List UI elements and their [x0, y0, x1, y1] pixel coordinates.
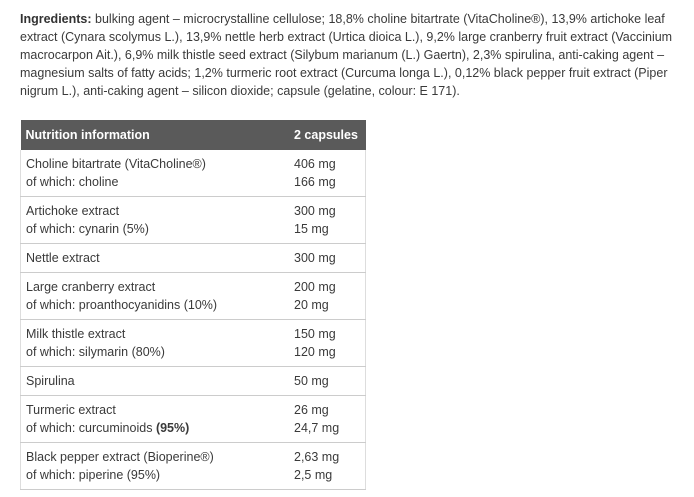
amount-line: 200 mg — [294, 280, 336, 294]
amount-line: 24,7 mg — [294, 421, 340, 435]
name-cell: Large cranberry extract of which: proanth… — [20, 272, 289, 320]
amount-cell: 406 mg 166 mg — [289, 150, 366, 197]
amount-line: 2,5 mg — [294, 468, 333, 482]
amount-line: 300 mg — [294, 204, 336, 218]
amount-line: 120 mg — [294, 345, 336, 359]
amount-line: 166 mg — [294, 175, 336, 189]
amount-cell: 300 mg 15 mg — [289, 196, 366, 244]
table-row: Spirulina 50 mg — [20, 366, 366, 396]
line-text: of which: curcuminoids — [26, 421, 153, 435]
amount-line: 300 mg — [294, 251, 336, 265]
name-line: Black pepper extract (Bioperine®) — [26, 450, 214, 464]
amount-line: 20 mg — [294, 298, 329, 312]
amount-line: 406 mg — [294, 157, 336, 171]
name-line: Turmeric extract — [26, 403, 116, 417]
name-cell: Spirulina — [20, 366, 289, 396]
name-cell: Choline bitartrate (VitaCholine®) of whic… — [20, 150, 289, 197]
name-line: of which: proanthocyanidins (10%) — [26, 298, 218, 312]
name-line: of which: choline — [26, 175, 119, 189]
line-bold: (95%) — [155, 421, 190, 435]
name-cell: Milk thistle extract of which: silymarin … — [20, 319, 289, 367]
header-cell: Nutrition information — [20, 120, 289, 150]
amount-line: 15 mg — [294, 222, 329, 236]
amount-cell: 2,63 mg 2,5 mg — [289, 442, 366, 490]
name-cell: Turmeric extract of which: curcuminoids (… — [20, 395, 289, 443]
name-cell: Black pepper extract (Bioperine®) of whic… — [20, 442, 289, 490]
ingredients-label: Ingredients: — [20, 12, 92, 26]
amount-line: 150 mg — [294, 327, 336, 341]
amount-cell: 26 mg 24,7 mg — [289, 395, 366, 443]
amount-cell: 200 mg 20 mg — [289, 272, 366, 320]
table-row: Choline bitartrate (VitaCholine®) of whic… — [20, 150, 366, 197]
amount-cell: 300 mg — [289, 243, 366, 273]
table-body: Choline bitartrate (VitaCholine®) of whic… — [20, 150, 366, 490]
name-line: Large cranberry extract — [26, 280, 156, 294]
amount-line: 26 mg — [294, 403, 329, 417]
name-line: of which: curcuminoids (95%) — [26, 419, 284, 437]
table-row: Nettle extract 300 mg — [20, 243, 366, 273]
ingredients: Ingredients: bulking agent – microcrysta… — [20, 10, 676, 100]
header-cell: 2 capsules — [289, 120, 366, 150]
table-row: Turmeric extract of which: curcuminoids (… — [20, 395, 366, 443]
name-line: Nettle extract — [26, 251, 100, 265]
amount-line: 2,63 mg — [294, 450, 340, 464]
amount-cell: 150 mg 120 mg — [289, 319, 366, 367]
name-line: Spirulina — [26, 374, 75, 388]
name-line: Milk thistle extract — [26, 327, 126, 341]
name-line: Choline bitartrate (VitaCholine®) — [26, 157, 206, 171]
table-row: Artichoke extract of which: cynarin (5%) 3… — [20, 196, 366, 244]
table-row: Black pepper extract (Bioperine®) of whic… — [20, 442, 366, 490]
amount-line: 50 mg — [294, 374, 329, 388]
ingredients-text: bulking agent – microcrystalline cellulo… — [20, 12, 673, 98]
name-line: of which: cynarin (5%) — [26, 222, 149, 236]
name-line: Artichoke extract — [26, 204, 120, 218]
name-cell: Artichoke extract of which: cynarin (5%) — [20, 196, 289, 244]
table-row: Large cranberry extract of which: proanth… — [20, 272, 366, 320]
name-cell: Nettle extract — [20, 243, 289, 273]
table-row: Milk thistle extract of which: silymarin … — [20, 319, 366, 367]
header-row: Nutrition information 2 capsules — [20, 120, 366, 150]
nutrition-table: Nutrition information 2 capsules Choline… — [20, 120, 366, 490]
name-line: of which: silymarin (80%) — [26, 345, 165, 359]
name-line: of which: piperine (95%) — [26, 468, 161, 482]
amount-cell: 50 mg — [289, 366, 366, 396]
